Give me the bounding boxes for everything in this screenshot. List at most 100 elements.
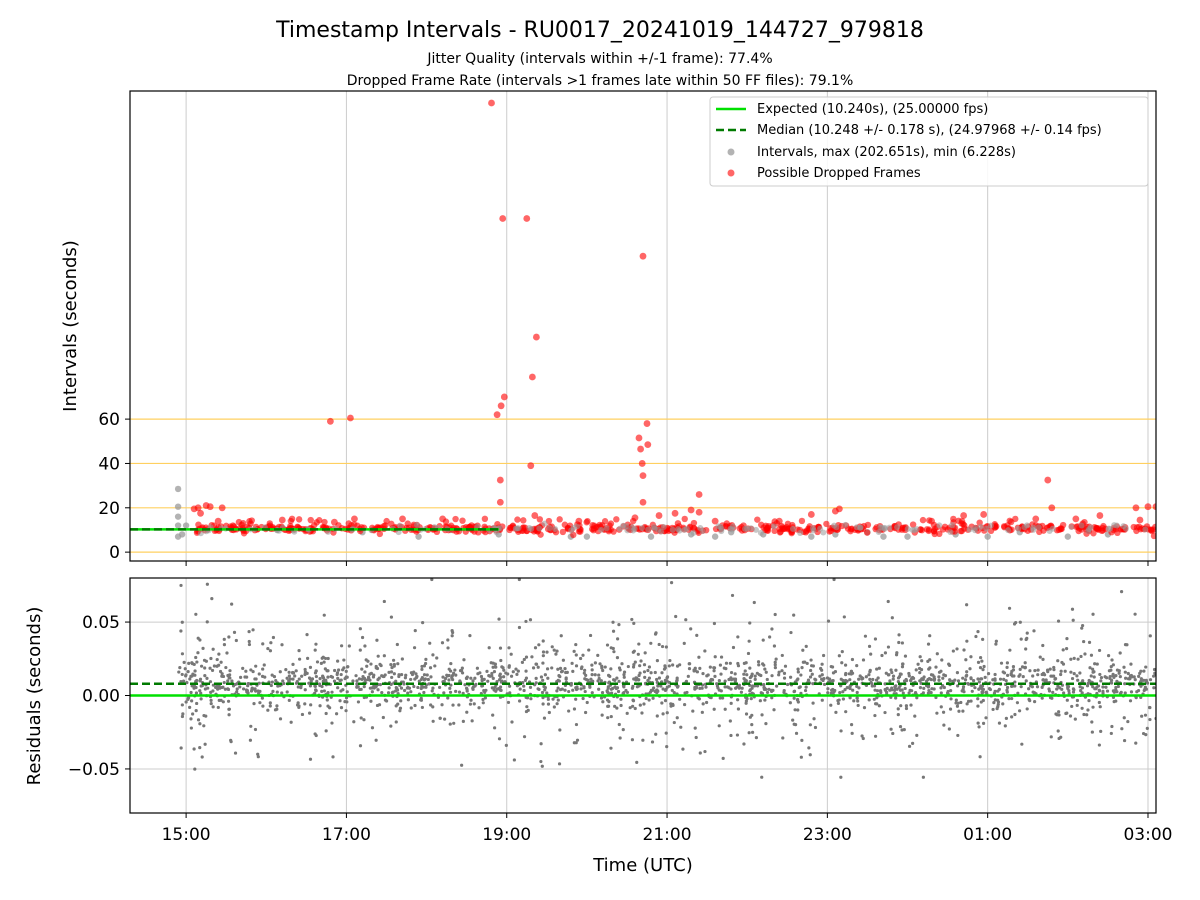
residual-point — [198, 679, 202, 683]
residual-point — [313, 691, 317, 695]
residual-point — [897, 674, 902, 679]
residual-point — [889, 668, 893, 672]
dropped-frame-point — [514, 516, 521, 523]
residual-point — [1025, 707, 1029, 711]
residual-point — [203, 666, 207, 670]
dropped-frame-point — [831, 507, 839, 515]
residual-point — [250, 686, 254, 690]
residual-point — [976, 677, 980, 681]
residual-point — [894, 696, 898, 700]
residual-point — [791, 718, 795, 722]
residual-point — [303, 667, 307, 672]
residual-point — [969, 676, 973, 680]
residual-point — [942, 685, 946, 690]
residual-point — [303, 702, 307, 706]
residual-point — [555, 702, 559, 706]
residual-point — [229, 738, 233, 743]
residual-point — [609, 687, 613, 691]
residual-point — [1122, 738, 1127, 743]
residual-point — [251, 628, 255, 632]
residual-point — [590, 673, 594, 677]
residual-point — [642, 702, 646, 706]
residual-point — [729, 701, 733, 705]
residual-point — [360, 635, 365, 640]
residual-point — [668, 658, 672, 663]
residual-point — [855, 684, 859, 689]
residual-point — [772, 708, 776, 712]
dropped-frame-point — [775, 517, 783, 525]
x-axis-label: Time (UTC) — [592, 855, 693, 876]
interval-point — [413, 522, 420, 529]
residual-point — [390, 690, 394, 695]
residual-point — [1041, 643, 1045, 648]
residual-point — [976, 629, 980, 634]
residual-point — [329, 674, 333, 679]
residual-point — [403, 688, 407, 693]
residual-point — [1018, 673, 1022, 677]
residual-point — [484, 688, 488, 692]
residual-point — [460, 671, 465, 675]
residual-point — [698, 751, 702, 755]
dropped-frame-point — [936, 530, 943, 538]
residual-point — [729, 670, 734, 675]
interval-point — [717, 523, 724, 530]
residual-point — [735, 733, 740, 737]
residual-point — [918, 655, 922, 659]
residual-point — [341, 688, 345, 692]
residual-point — [1020, 742, 1024, 746]
residual-point — [338, 699, 342, 703]
residual-point — [300, 712, 305, 717]
residual-point — [309, 703, 313, 707]
residual-point — [574, 664, 579, 668]
residual-point — [261, 642, 265, 646]
interval-point — [699, 528, 706, 535]
residual-point — [687, 667, 692, 671]
residual-point — [570, 661, 574, 665]
residual-point — [1019, 637, 1023, 641]
residual-point — [212, 664, 216, 668]
residual-point — [1032, 629, 1036, 633]
residual-point — [590, 668, 594, 672]
residual-point — [351, 679, 355, 683]
residual-point — [873, 688, 877, 692]
residual-point — [867, 698, 871, 702]
residual-point — [830, 688, 834, 692]
residual-point — [339, 672, 343, 677]
residual-point — [724, 661, 729, 665]
residual-point — [291, 662, 295, 666]
residual-point — [813, 725, 818, 730]
interval-point — [987, 522, 994, 529]
residual-point — [543, 686, 547, 690]
residual-point — [956, 684, 960, 688]
residual-point — [691, 709, 695, 713]
residual-point — [1071, 687, 1076, 691]
residual-point — [512, 758, 516, 762]
residual-point — [742, 742, 746, 746]
residual-point — [655, 690, 659, 695]
residual-point — [921, 775, 925, 779]
residual-point — [539, 675, 544, 679]
residual-point — [336, 676, 340, 680]
residual-point — [890, 670, 894, 675]
residual-point — [832, 690, 836, 694]
residual-point — [1128, 676, 1132, 681]
residual-point — [297, 704, 301, 708]
residual-point — [1059, 669, 1063, 673]
residual-point — [693, 669, 697, 673]
residual-point — [1004, 679, 1008, 683]
residual-point — [1117, 671, 1121, 675]
dropped-frame-point — [1136, 516, 1144, 524]
residual-point — [396, 702, 400, 706]
residual-point — [454, 673, 458, 677]
residual-point — [654, 631, 658, 635]
residual-point — [999, 661, 1004, 665]
residual-point — [763, 667, 767, 671]
interval-point — [1049, 525, 1056, 532]
residual-point — [788, 701, 792, 705]
residual-point — [448, 690, 453, 694]
residual-point — [829, 703, 833, 707]
residual-point — [871, 677, 875, 682]
residual-point — [704, 685, 708, 689]
residual-point — [713, 674, 717, 678]
residual-point — [342, 658, 346, 662]
